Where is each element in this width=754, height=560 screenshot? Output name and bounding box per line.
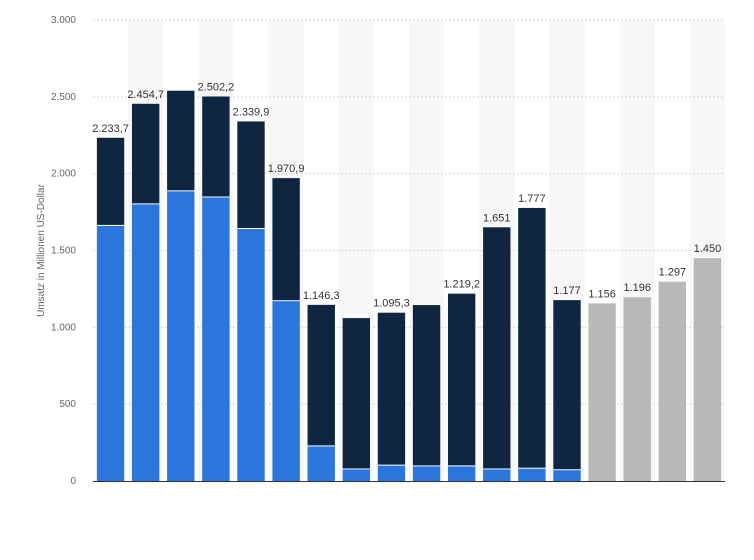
y-tick-label: 500	[59, 399, 76, 410]
bar-segment-blue	[377, 465, 406, 481]
data-label: 1.970,9	[268, 163, 305, 175]
data-label: 2.502,2	[198, 81, 235, 93]
data-label: 1.777	[518, 193, 546, 205]
bar-segment-navy	[447, 293, 476, 466]
y-tick-label: 3.000	[51, 15, 76, 26]
data-label: 1.651	[483, 212, 511, 224]
data-label: 1.219,2	[443, 279, 480, 291]
bar-segment-navy	[131, 103, 160, 204]
bars	[96, 90, 722, 482]
bar-segment-navy	[412, 305, 441, 466]
bar-segment-blue	[342, 469, 371, 481]
data-label: 2.339,9	[233, 106, 270, 118]
bar-segment-blue	[483, 469, 511, 481]
y-axis-label: Umsatz in Millionen US-Dollar	[36, 183, 47, 316]
bar-segment-navy	[342, 318, 371, 469]
data-label: 1.177	[553, 285, 581, 297]
bar-segment-blue	[202, 197, 230, 482]
data-label: 1.156	[588, 288, 616, 300]
bar-segment-navy	[272, 178, 300, 301]
bar-forecast	[658, 281, 687, 481]
bar-segment-blue	[553, 470, 581, 481]
grid-lines	[93, 19, 725, 405]
bar-segment-navy	[96, 137, 125, 225]
data-labels: 2.233,7 2.454,7 2.502,2 2.339,9 1.970,9 1.146…	[92, 81, 721, 309]
data-label: 1.095,3	[373, 298, 410, 310]
bar-segment-blue	[447, 466, 476, 481]
data-label: 1.297	[659, 267, 687, 279]
bar-segment-navy	[377, 312, 406, 465]
bar-segment-blue	[96, 225, 125, 481]
bar-segment-navy	[307, 304, 335, 446]
bar-segment-blue	[167, 191, 195, 482]
bar-segment-blue	[307, 446, 335, 481]
y-axis-ticks: 0 500 1.000 1.500 2.000 2.500 3.000	[51, 15, 76, 487]
bar-segment-blue	[518, 468, 546, 481]
bar-segment-blue	[237, 228, 265, 481]
y-tick-label: 1.500	[51, 246, 76, 257]
bar-forecast	[693, 258, 722, 481]
data-label: 1.450	[694, 243, 722, 255]
bar-segment-navy	[237, 121, 265, 228]
y-tick-label: 1.000	[51, 322, 76, 333]
y-tick-label: 0	[70, 476, 76, 487]
bar-forecast	[623, 297, 651, 481]
data-label: 1.196	[623, 282, 651, 294]
y-tick-label: 2.000	[51, 169, 76, 180]
bar-segment-navy	[202, 96, 230, 197]
bar-segment-navy	[553, 300, 581, 470]
data-label: 2.233,7	[92, 123, 129, 135]
bar-segment-navy	[518, 207, 546, 468]
data-label: 1.146,3	[303, 290, 340, 302]
data-label: 2.454,7	[127, 89, 164, 101]
bar-segment-blue	[272, 301, 300, 481]
bar-segment-navy	[167, 90, 195, 191]
bar-forecast	[588, 303, 616, 481]
bar-segment-blue	[412, 466, 441, 481]
bar-segment-navy	[483, 227, 511, 469]
bar-segment-blue	[131, 204, 160, 481]
y-tick-label: 2.500	[51, 92, 76, 103]
